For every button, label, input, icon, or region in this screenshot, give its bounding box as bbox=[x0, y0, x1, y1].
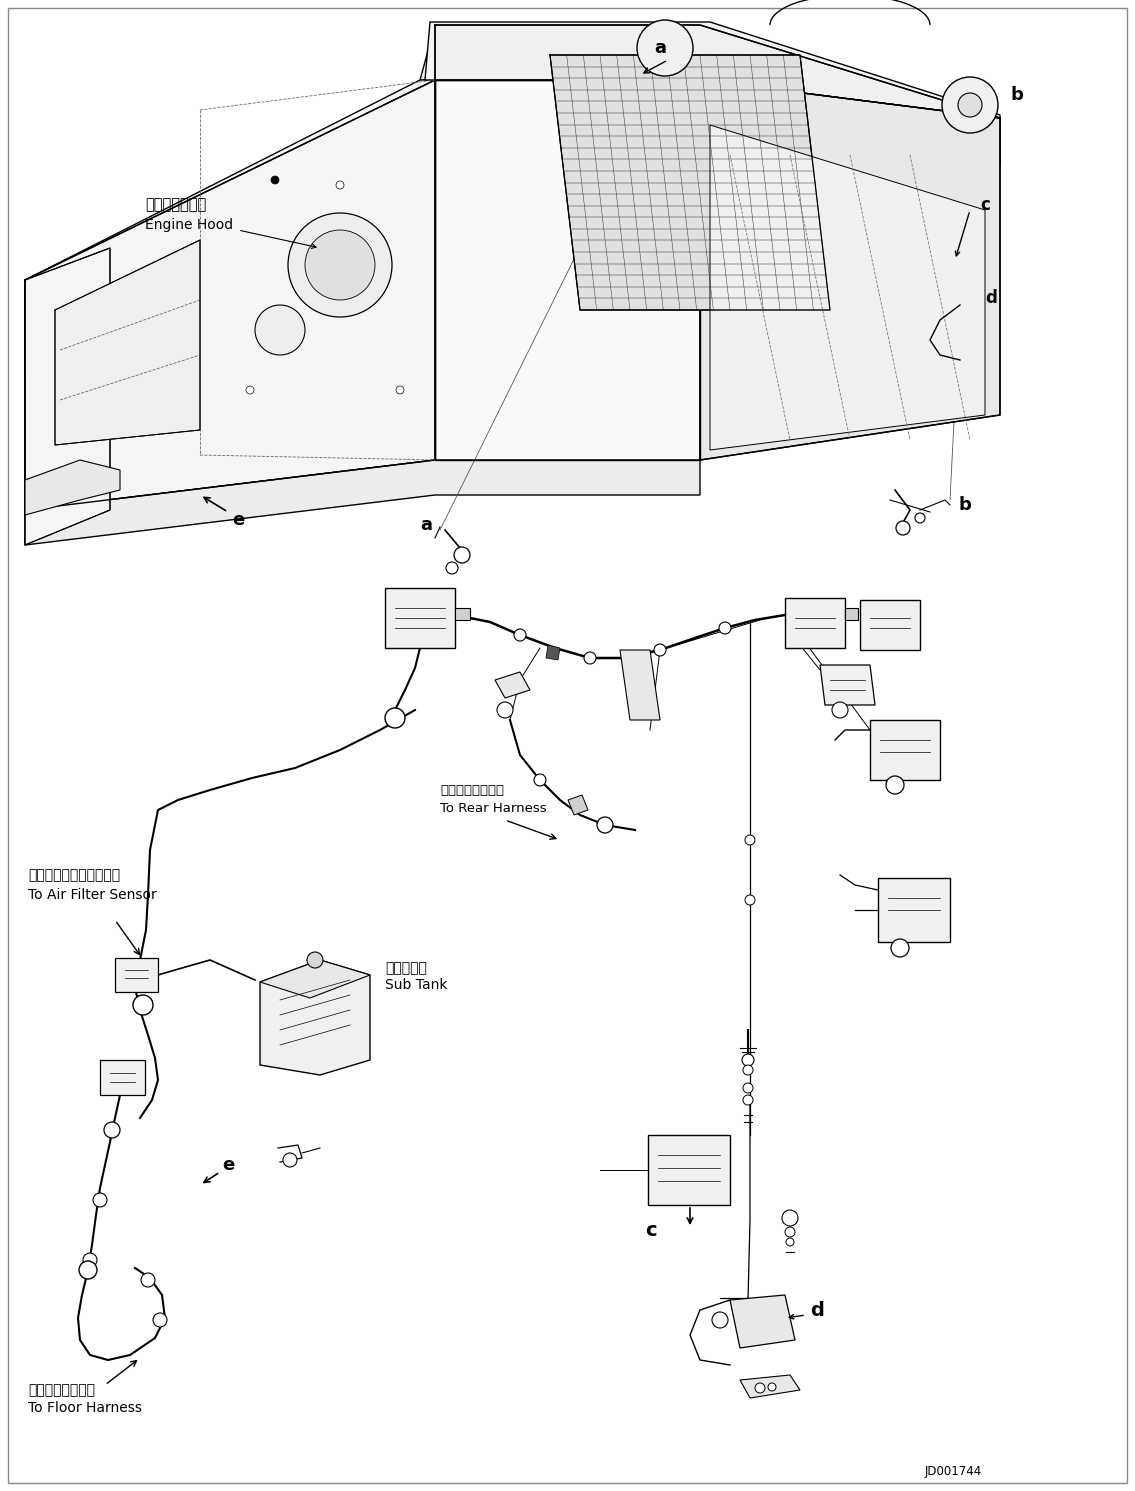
Polygon shape bbox=[25, 81, 690, 455]
Text: To Rear Harness: To Rear Harness bbox=[440, 802, 547, 814]
Polygon shape bbox=[700, 81, 1000, 461]
Circle shape bbox=[585, 652, 596, 663]
Circle shape bbox=[743, 1082, 753, 1093]
Circle shape bbox=[533, 774, 546, 786]
Polygon shape bbox=[25, 81, 435, 510]
Circle shape bbox=[742, 1054, 754, 1066]
Text: To Floor Harness: To Floor Harness bbox=[28, 1402, 142, 1415]
Polygon shape bbox=[435, 81, 700, 461]
Text: To Air Filter Sensor: To Air Filter Sensor bbox=[28, 889, 157, 902]
Polygon shape bbox=[871, 720, 940, 780]
Circle shape bbox=[104, 1123, 120, 1138]
Circle shape bbox=[891, 939, 909, 957]
Polygon shape bbox=[711, 125, 985, 450]
Polygon shape bbox=[100, 1060, 145, 1094]
Circle shape bbox=[637, 19, 693, 76]
Polygon shape bbox=[260, 960, 370, 997]
Circle shape bbox=[133, 994, 153, 1015]
Text: e: e bbox=[232, 511, 244, 529]
Polygon shape bbox=[878, 878, 950, 942]
Polygon shape bbox=[568, 795, 588, 816]
Polygon shape bbox=[455, 608, 470, 620]
Polygon shape bbox=[550, 55, 830, 310]
Circle shape bbox=[785, 1227, 794, 1238]
Text: a: a bbox=[654, 39, 666, 57]
Text: Engine Hood: Engine Hood bbox=[145, 218, 233, 233]
Polygon shape bbox=[785, 598, 844, 649]
Circle shape bbox=[396, 386, 404, 394]
Polygon shape bbox=[844, 608, 858, 620]
Circle shape bbox=[255, 306, 305, 355]
Circle shape bbox=[336, 180, 344, 189]
Text: エアーフィルタセンサへ: エアーフィルタセンサへ bbox=[28, 868, 120, 883]
Circle shape bbox=[141, 1273, 155, 1287]
Text: d: d bbox=[985, 289, 997, 307]
Circle shape bbox=[288, 213, 392, 318]
Circle shape bbox=[246, 386, 254, 394]
Circle shape bbox=[597, 817, 613, 833]
Text: リヤーハーネスへ: リヤーハーネスへ bbox=[440, 783, 504, 796]
Circle shape bbox=[745, 835, 755, 845]
Polygon shape bbox=[385, 587, 455, 649]
Circle shape bbox=[83, 1252, 96, 1267]
Polygon shape bbox=[25, 248, 110, 546]
Circle shape bbox=[832, 702, 848, 719]
Circle shape bbox=[454, 547, 470, 564]
Text: サブタンク: サブタンク bbox=[385, 962, 427, 975]
Polygon shape bbox=[25, 461, 700, 546]
Text: b: b bbox=[958, 497, 970, 514]
Circle shape bbox=[886, 775, 903, 795]
Circle shape bbox=[942, 78, 998, 133]
Text: d: d bbox=[810, 1300, 824, 1320]
Polygon shape bbox=[648, 1135, 730, 1205]
Text: b: b bbox=[1010, 86, 1023, 104]
Text: c: c bbox=[645, 1221, 657, 1239]
Circle shape bbox=[306, 951, 323, 968]
Circle shape bbox=[79, 1261, 96, 1279]
Circle shape bbox=[743, 1065, 753, 1075]
Circle shape bbox=[787, 1238, 794, 1246]
Circle shape bbox=[768, 1384, 776, 1391]
Polygon shape bbox=[260, 960, 370, 1075]
Text: Sub Tank: Sub Tank bbox=[385, 978, 447, 992]
Circle shape bbox=[712, 1312, 728, 1328]
Circle shape bbox=[654, 644, 666, 656]
Polygon shape bbox=[115, 959, 158, 992]
Circle shape bbox=[743, 1094, 753, 1105]
Text: フロアハーネスへ: フロアハーネスへ bbox=[28, 1384, 95, 1397]
Circle shape bbox=[305, 230, 375, 300]
Polygon shape bbox=[620, 650, 659, 720]
Circle shape bbox=[896, 520, 910, 535]
Polygon shape bbox=[435, 25, 1000, 118]
Polygon shape bbox=[420, 25, 995, 171]
Polygon shape bbox=[860, 599, 920, 650]
Text: a: a bbox=[420, 516, 432, 534]
Polygon shape bbox=[819, 665, 875, 705]
Polygon shape bbox=[730, 1296, 794, 1348]
Circle shape bbox=[283, 1153, 297, 1167]
Circle shape bbox=[718, 622, 731, 634]
Text: エンジンフード: エンジンフード bbox=[145, 197, 207, 213]
Circle shape bbox=[153, 1314, 167, 1327]
Polygon shape bbox=[54, 240, 200, 444]
Text: c: c bbox=[980, 195, 990, 215]
Circle shape bbox=[782, 1211, 798, 1226]
Text: JD001744: JD001744 bbox=[925, 1466, 982, 1479]
Circle shape bbox=[271, 176, 279, 183]
Polygon shape bbox=[740, 1375, 800, 1399]
Circle shape bbox=[958, 92, 982, 116]
Text: e: e bbox=[222, 1156, 234, 1173]
Circle shape bbox=[755, 1384, 765, 1393]
Circle shape bbox=[915, 513, 925, 523]
Circle shape bbox=[93, 1193, 107, 1208]
Circle shape bbox=[745, 895, 755, 905]
Circle shape bbox=[497, 702, 513, 719]
Polygon shape bbox=[495, 672, 530, 698]
Polygon shape bbox=[25, 461, 120, 514]
Polygon shape bbox=[424, 22, 1000, 166]
Circle shape bbox=[446, 562, 459, 574]
Circle shape bbox=[514, 629, 526, 641]
Polygon shape bbox=[546, 646, 560, 661]
Circle shape bbox=[385, 708, 405, 728]
